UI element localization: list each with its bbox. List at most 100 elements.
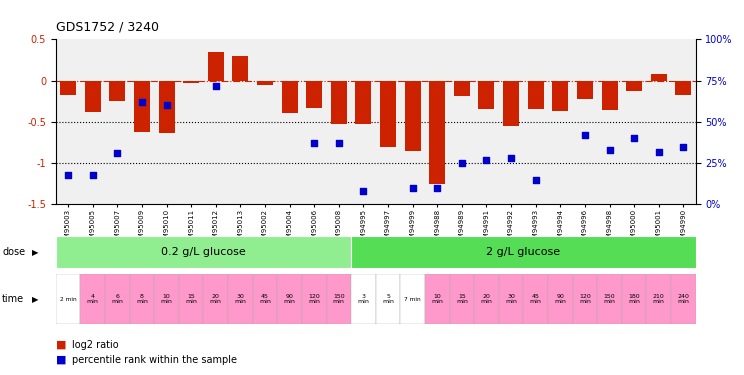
- Text: 15
min: 15 min: [185, 294, 197, 304]
- Bar: [676, 81, 691, 94]
- Bar: [60, 81, 76, 96]
- Bar: [281, 81, 298, 113]
- Point: [603, 147, 615, 153]
- Point: [677, 144, 689, 150]
- Bar: [429, 81, 445, 184]
- Text: 8
min: 8 min: [136, 294, 148, 304]
- Bar: [109, 81, 125, 101]
- Bar: [80, 274, 105, 324]
- Text: 6
min: 6 min: [112, 294, 124, 304]
- Text: 10
min: 10 min: [432, 294, 443, 304]
- Bar: [331, 81, 347, 123]
- Bar: [56, 274, 80, 324]
- Text: log2 ratio: log2 ratio: [72, 340, 119, 350]
- Text: 30
min: 30 min: [505, 294, 517, 304]
- Text: 240
min: 240 min: [677, 294, 689, 304]
- Bar: [183, 81, 199, 83]
- Bar: [208, 52, 224, 81]
- Bar: [400, 274, 425, 324]
- Bar: [154, 274, 179, 324]
- Bar: [449, 274, 474, 324]
- Point: [357, 188, 369, 194]
- Text: 20
min: 20 min: [210, 294, 222, 304]
- Text: ▶: ▶: [32, 248, 39, 257]
- Text: 150
min: 150 min: [603, 294, 615, 304]
- Bar: [257, 81, 273, 85]
- Text: 2 g/L glucose: 2 g/L glucose: [487, 247, 560, 257]
- Text: 180
min: 180 min: [628, 294, 640, 304]
- Bar: [478, 81, 495, 109]
- Bar: [597, 274, 622, 324]
- Point: [432, 185, 443, 191]
- Bar: [573, 274, 597, 324]
- Bar: [158, 81, 175, 134]
- Bar: [376, 274, 400, 324]
- Bar: [380, 81, 396, 147]
- Bar: [498, 274, 523, 324]
- Bar: [548, 274, 573, 324]
- Bar: [577, 81, 593, 99]
- Bar: [523, 274, 548, 324]
- Bar: [232, 56, 248, 81]
- Bar: [425, 274, 449, 324]
- Text: time: time: [2, 294, 25, 304]
- Point: [407, 185, 419, 191]
- Text: 3
min: 3 min: [357, 294, 369, 304]
- Point: [530, 177, 542, 183]
- Text: 5
min: 5 min: [382, 294, 394, 304]
- Point: [333, 140, 344, 146]
- Text: ■: ■: [56, 355, 66, 365]
- Point: [136, 99, 148, 105]
- Point: [652, 148, 664, 154]
- Text: 2 min: 2 min: [60, 297, 77, 302]
- Bar: [278, 274, 302, 324]
- Point: [308, 140, 320, 146]
- Bar: [454, 81, 470, 96]
- Bar: [56, 236, 351, 268]
- Bar: [129, 274, 154, 324]
- Point: [112, 150, 124, 156]
- Point: [87, 172, 99, 178]
- Bar: [307, 81, 322, 108]
- Text: dose: dose: [2, 247, 25, 257]
- Bar: [405, 81, 420, 151]
- Text: ■: ■: [56, 340, 66, 350]
- Bar: [179, 274, 203, 324]
- Bar: [626, 81, 642, 90]
- Bar: [134, 81, 150, 132]
- Bar: [527, 81, 544, 109]
- Text: 15
min: 15 min: [456, 294, 468, 304]
- Text: 210
min: 210 min: [652, 294, 664, 304]
- Text: 0.2 g/L glucose: 0.2 g/L glucose: [161, 247, 246, 257]
- Bar: [302, 274, 327, 324]
- Bar: [327, 274, 351, 324]
- Point: [505, 155, 517, 161]
- Text: 7 min: 7 min: [404, 297, 421, 302]
- Text: GDS1752 / 3240: GDS1752 / 3240: [56, 21, 158, 34]
- Text: 150
min: 150 min: [333, 294, 344, 304]
- Point: [481, 157, 493, 163]
- Bar: [105, 274, 129, 324]
- Bar: [203, 274, 228, 324]
- Text: 45
min: 45 min: [259, 294, 271, 304]
- Text: ▶: ▶: [32, 295, 39, 304]
- Text: 4
min: 4 min: [87, 294, 99, 304]
- Bar: [622, 274, 647, 324]
- Text: 90
min: 90 min: [554, 294, 566, 304]
- Point: [628, 135, 640, 141]
- Bar: [474, 274, 498, 324]
- Point: [579, 132, 591, 138]
- Text: 20
min: 20 min: [481, 294, 493, 304]
- Bar: [356, 81, 371, 123]
- Text: 45
min: 45 min: [530, 294, 542, 304]
- Point: [456, 160, 468, 166]
- Text: 30
min: 30 min: [234, 294, 246, 304]
- Point: [161, 102, 173, 108]
- Text: 120
min: 120 min: [308, 294, 320, 304]
- Point: [210, 82, 222, 88]
- Bar: [85, 81, 100, 112]
- Text: 90
min: 90 min: [283, 294, 295, 304]
- Bar: [552, 81, 568, 111]
- Text: percentile rank within the sample: percentile rank within the sample: [72, 355, 237, 365]
- Bar: [228, 274, 253, 324]
